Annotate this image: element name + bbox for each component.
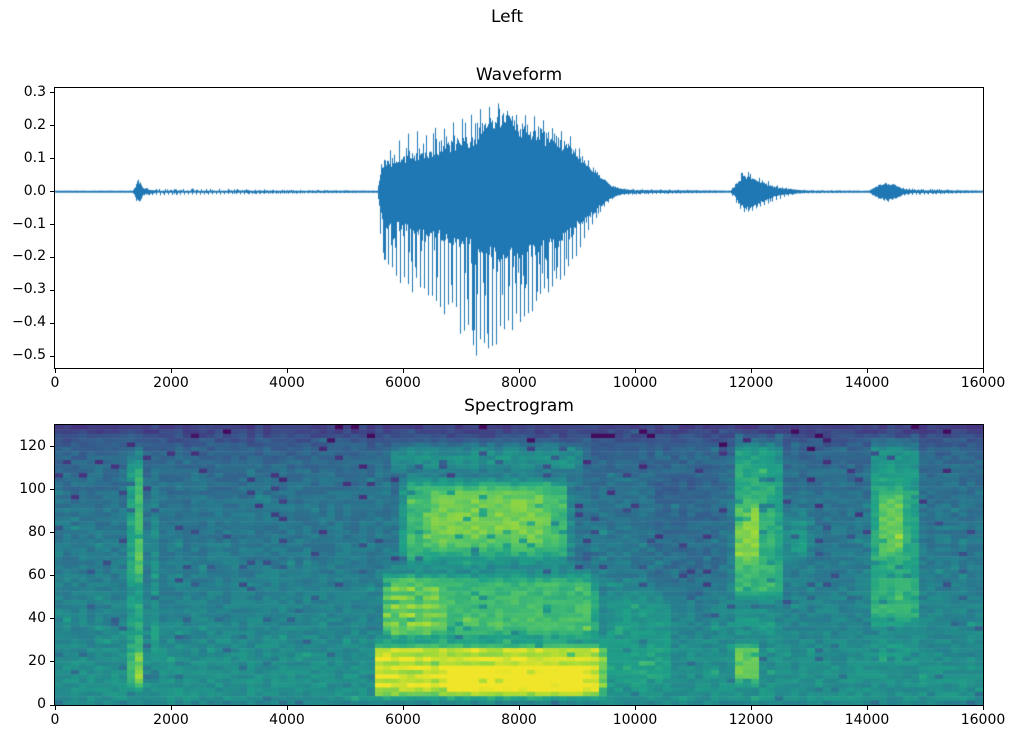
x-tick-mark — [866, 706, 868, 710]
waveform-title: Waveform — [475, 65, 563, 85]
x-tick-label: 6000 — [385, 375, 421, 391]
y-tick-label: 20 — [28, 652, 46, 669]
x-tick-label: 16000 — [960, 712, 1006, 728]
y-tick-label: −0.3 — [12, 281, 46, 298]
x-tick-mark — [982, 369, 984, 373]
y-tick-mark — [50, 125, 54, 127]
x-tick-mark — [634, 706, 636, 710]
y-tick-mark — [50, 489, 54, 491]
x-tick-label: 4000 — [269, 375, 305, 391]
x-tick-label: 12000 — [728, 712, 774, 728]
y-tick-mark — [50, 322, 54, 324]
y-tick-mark — [50, 575, 54, 577]
x-tick-mark — [518, 369, 520, 373]
x-tick-label: 10000 — [612, 712, 658, 728]
y-tick-mark — [50, 289, 54, 291]
x-tick-label: 2000 — [153, 712, 189, 728]
x-tick-label: 6000 — [385, 712, 421, 728]
x-tick-mark — [286, 706, 288, 710]
x-tick-mark — [750, 369, 752, 373]
spectrogram-plot-area — [54, 424, 984, 706]
y-tick-mark — [50, 158, 54, 160]
y-tick-label: −0.2 — [12, 248, 46, 265]
x-tick-label: 0 — [50, 712, 60, 728]
x-tick-label: 2000 — [153, 375, 189, 391]
y-tick-label: 40 — [28, 609, 46, 626]
x-tick-mark — [286, 369, 288, 373]
x-tick-label: 8000 — [501, 375, 537, 391]
x-tick-label: 16000 — [960, 375, 1006, 391]
x-tick-mark — [170, 369, 172, 373]
y-tick-mark — [50, 355, 54, 357]
x-tick-label: 10000 — [612, 375, 658, 391]
x-tick-label: 4000 — [269, 712, 305, 728]
x-tick-mark — [170, 706, 172, 710]
y-tick-mark — [50, 191, 54, 193]
x-tick-label: 14000 — [844, 375, 890, 391]
x-tick-mark — [54, 369, 56, 373]
y-tick-mark — [50, 704, 54, 706]
y-tick-label: 100 — [19, 480, 46, 497]
x-tick-mark — [402, 369, 404, 373]
y-tick-mark — [50, 661, 54, 663]
y-tick-mark — [50, 92, 54, 94]
y-tick-mark — [50, 446, 54, 448]
spectrogram-title: Spectrogram — [464, 396, 574, 416]
y-tick-label: 80 — [28, 523, 46, 540]
y-tick-mark — [50, 224, 54, 226]
figure-title: Left — [491, 7, 523, 27]
y-tick-label: 60 — [28, 566, 46, 583]
x-tick-mark — [634, 369, 636, 373]
y-tick-mark — [50, 532, 54, 534]
y-tick-mark — [50, 256, 54, 258]
x-tick-mark — [982, 706, 984, 710]
y-tick-label: 0.2 — [23, 116, 46, 133]
waveform-canvas — [55, 88, 983, 368]
y-tick-label: 0.0 — [23, 182, 46, 199]
y-tick-label: −0.1 — [12, 215, 46, 232]
x-tick-label: 8000 — [501, 712, 537, 728]
x-tick-mark — [402, 706, 404, 710]
x-tick-mark — [518, 706, 520, 710]
y-tick-label: −0.4 — [12, 314, 46, 331]
y-tick-label: 0.3 — [23, 83, 46, 100]
x-tick-label: 12000 — [728, 375, 774, 391]
x-tick-mark — [750, 706, 752, 710]
y-tick-label: 120 — [19, 437, 46, 454]
x-tick-label: 14000 — [844, 712, 890, 728]
spectrogram-canvas — [55, 425, 983, 705]
y-tick-mark — [50, 618, 54, 620]
x-tick-label: 0 — [50, 375, 60, 391]
y-tick-label: 0 — [37, 696, 46, 712]
waveform-plot-area — [54, 87, 984, 369]
y-tick-label: 0.1 — [23, 149, 46, 166]
x-tick-mark — [54, 706, 56, 710]
y-tick-label: −0.5 — [12, 347, 46, 364]
x-tick-mark — [866, 369, 868, 373]
